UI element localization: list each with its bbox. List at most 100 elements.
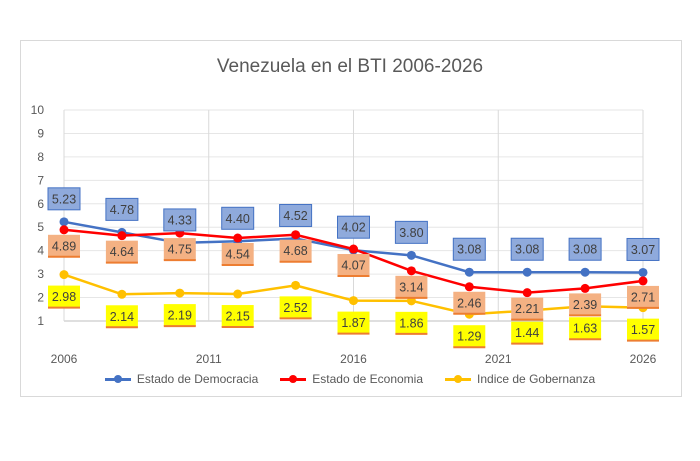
y-tick-label: 6 [37, 197, 44, 211]
data-label: 1.63 [573, 322, 597, 336]
data-label-box [627, 318, 659, 341]
data-point [638, 276, 648, 286]
data-label-box [395, 275, 428, 298]
data-label: 1.29 [457, 330, 481, 344]
data-point [406, 250, 416, 260]
data-point [59, 217, 69, 227]
data-label-box [626, 237, 660, 261]
data-point [59, 270, 69, 280]
data-point [233, 233, 243, 243]
data-label: 2.71 [631, 290, 655, 304]
data-label-box [453, 325, 486, 348]
y-tick-label: 10 [31, 103, 45, 117]
data-label-box [337, 254, 370, 277]
data-point [349, 296, 358, 306]
data-label-box [163, 208, 197, 232]
data-label-box [568, 237, 602, 261]
data-label-box [452, 237, 486, 261]
data-label-box [337, 215, 370, 239]
x-tick-label: 2021 [485, 352, 512, 366]
legend-item-economia: Estado de Economia [280, 372, 423, 386]
data-point [233, 289, 243, 299]
data-label: 1.86 [399, 316, 423, 330]
data-label-box [279, 296, 312, 319]
data-label-box [221, 305, 254, 328]
data-label: 3.08 [457, 243, 481, 257]
data-label-box [48, 234, 80, 257]
data-label: 4.68 [283, 244, 307, 258]
data-label: 1.44 [515, 326, 539, 340]
data-label-box [221, 206, 255, 230]
data-label-box [569, 317, 602, 340]
data-point [117, 231, 127, 241]
data-point [580, 283, 590, 293]
data-label-box [279, 239, 312, 262]
data-label-box [510, 237, 544, 261]
data-label: 4.64 [110, 245, 134, 259]
data-label: 2.21 [515, 302, 539, 316]
data-label: 3.14 [399, 280, 423, 294]
data-point [464, 267, 474, 277]
data-label-box [163, 238, 196, 261]
data-label-box [48, 285, 80, 308]
data-point [175, 288, 185, 298]
data-label: 2.52 [283, 301, 307, 315]
data-label: 1.57 [631, 323, 655, 337]
data-label-box [569, 293, 602, 316]
data-label: 2.14 [110, 310, 134, 324]
data-label: 2.15 [226, 310, 250, 324]
legend-item-democracia: Estado de Democracia [104, 372, 258, 386]
data-label-box [47, 187, 81, 211]
data-label-box [337, 311, 370, 334]
data-label: 3.07 [631, 243, 655, 257]
data-label: 2.39 [573, 298, 597, 312]
data-label: 3.08 [515, 243, 539, 257]
data-label: 2.19 [168, 309, 192, 323]
x-tick-label: 2006 [51, 352, 78, 366]
legend-item-gobernanza: Indice de Gobernanza [445, 372, 595, 386]
data-label-box [279, 203, 313, 227]
y-tick-label: 5 [37, 220, 44, 234]
y-tick-label: 7 [37, 173, 44, 187]
data-point [349, 244, 358, 254]
x-tick-label: 2011 [196, 352, 222, 366]
data-label: 4.75 [168, 243, 192, 257]
y-tick-label: 1 [37, 314, 44, 328]
y-tick-label: 8 [37, 150, 44, 164]
data-point [522, 288, 532, 298]
data-label: 4.54 [226, 248, 250, 262]
data-label-box [511, 321, 544, 344]
y-tick-label: 9 [37, 126, 44, 140]
y-tick-label: 4 [37, 244, 44, 258]
data-label: 4.02 [341, 221, 365, 235]
data-label: 4.52 [283, 209, 307, 223]
legend-label: Estado de Economia [312, 372, 424, 386]
y-tick-label: 3 [37, 267, 44, 281]
legend-swatch [445, 374, 472, 384]
data-point [580, 267, 590, 277]
data-label: 4.78 [110, 203, 134, 217]
legend: Estado de Democracia Estado de Economia … [0, 372, 700, 386]
x-tick-label: 2026 [630, 352, 657, 366]
data-point [464, 282, 474, 292]
data-point [59, 225, 69, 235]
data-label-box [511, 297, 544, 320]
data-label-box [163, 304, 196, 327]
data-point [522, 267, 532, 277]
data-label: 3.08 [573, 243, 597, 257]
data-label: 1.87 [341, 316, 365, 330]
data-label-box [453, 291, 486, 314]
data-point [117, 289, 127, 299]
data-label-box [105, 197, 139, 221]
data-label: 4.33 [168, 213, 192, 227]
chart-title: Venezuela en el BTI 2006-2026 [216, 56, 484, 77]
data-label: 2.98 [52, 290, 76, 304]
data-label-box [394, 220, 428, 244]
data-label-box [627, 285, 659, 308]
x-tick-label: 2016 [340, 352, 367, 366]
data-point [291, 280, 301, 290]
data-point [638, 267, 648, 277]
data-label: 4.40 [226, 212, 250, 226]
data-label: 3.80 [399, 226, 423, 240]
